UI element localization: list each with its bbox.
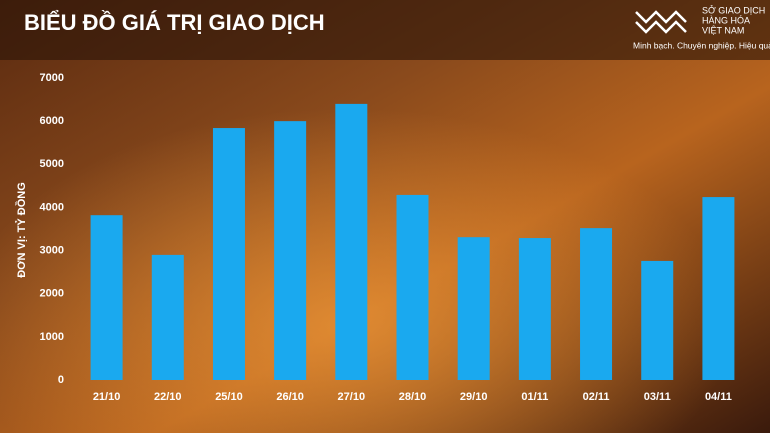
bar: [641, 260, 674, 380]
x-tick-label: 03/11: [644, 391, 671, 403]
bar: [212, 128, 245, 380]
x-tick-label: 25/10: [215, 391, 243, 403]
y-tick-label: 7000: [40, 72, 64, 84]
x-tick-label: 02/11: [583, 391, 610, 403]
x-tick-label: 29/10: [460, 391, 488, 403]
bar: [335, 103, 368, 380]
bar: [580, 228, 613, 380]
x-tick-label: 28/10: [399, 391, 427, 403]
y-axis-label: ĐƠN VỊ: TỶ ĐỒNG: [15, 182, 28, 278]
x-tick-label: 22/10: [154, 391, 182, 403]
logo: SỞ GIAO DỊCH HÀNG HÓA VIỆT NAM Minh bạch…: [633, 4, 770, 50]
logo-name: HÀNG HÓA: [702, 15, 750, 25]
header-band: [0, 0, 770, 60]
logo-name: VIỆT NAM: [702, 25, 744, 35]
bar: [396, 194, 429, 380]
chart-title: BIỂU ĐỒ GIÁ TRỊ GIAO DỊCH: [24, 10, 325, 35]
logo-slogan: Minh bạch. Chuyên nghiệp. Hiệu quả: [633, 40, 770, 50]
bar: [457, 237, 490, 380]
x-tick-label: 01/11: [521, 391, 548, 403]
x-tick-label: 04/11: [705, 391, 732, 403]
y-tick-label: 3000: [40, 244, 64, 256]
bar: [518, 238, 551, 380]
bar: [151, 254, 184, 380]
y-tick-label: 5000: [40, 158, 64, 170]
y-tick-label: 0: [58, 374, 64, 386]
x-tick-label: 26/10: [276, 391, 304, 403]
x-tick-label: 27/10: [338, 391, 366, 403]
y-tick-label: 6000: [40, 115, 64, 127]
logo-mark: [635, 10, 687, 34]
logo-name: SỞ GIAO DỊCH: [702, 4, 765, 15]
bar: [90, 215, 123, 380]
y-tick-label: 4000: [40, 201, 64, 213]
x-tick-label: 21/10: [93, 391, 121, 403]
y-tick-label: 1000: [40, 331, 64, 343]
bar: [702, 197, 735, 380]
y-tick-label: 2000: [40, 288, 64, 300]
bar: [274, 121, 307, 381]
